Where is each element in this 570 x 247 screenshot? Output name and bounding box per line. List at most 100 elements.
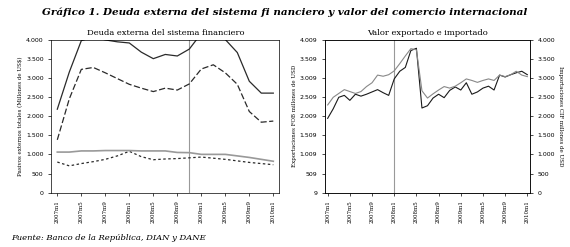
Largo plazo xyxy=(150,90,157,93)
Impo CIF xyxy=(463,77,470,80)
Expo FOB xyxy=(435,93,442,96)
Corto plazo xyxy=(126,150,133,153)
Impo CIF xyxy=(524,75,531,78)
Total xyxy=(102,39,109,41)
Line: Total: Total xyxy=(58,30,273,109)
Largo plazo xyxy=(66,97,73,100)
Largo plazo xyxy=(198,67,205,70)
Expo FOB xyxy=(474,90,481,93)
Impo CIF xyxy=(385,73,392,76)
Largo plazo xyxy=(246,110,253,113)
Y-axis label: Exportaciones FOB millones de USD: Exportaciones FOB millones de USD xyxy=(292,65,297,167)
Impo CIF xyxy=(335,92,342,95)
Expo FOB xyxy=(385,94,392,97)
Total xyxy=(198,32,205,35)
Crisis xyxy=(54,151,61,154)
Impo CIF xyxy=(441,85,447,88)
Total xyxy=(222,38,229,41)
Corto plazo xyxy=(66,165,73,167)
Impo CIF xyxy=(374,74,381,77)
Expo FOB xyxy=(496,74,503,77)
Impo CIF xyxy=(352,92,359,95)
Text: Gráfico 1. Deuda externa del sistema fi nanciero y valor del comercio internacio: Gráfico 1. Deuda externa del sistema fi … xyxy=(42,7,528,17)
Total xyxy=(174,55,181,58)
Expo FOB xyxy=(413,47,420,50)
Corto plazo xyxy=(186,156,193,159)
Total xyxy=(246,80,253,83)
Expo FOB xyxy=(347,99,353,102)
Impo CIF xyxy=(469,79,475,82)
Expo FOB xyxy=(363,93,370,96)
Expo FOB xyxy=(418,106,425,109)
Expo FOB xyxy=(352,93,359,96)
Total xyxy=(150,57,157,60)
Expo FOB xyxy=(469,93,475,96)
Impo CIF xyxy=(391,69,398,72)
Impo CIF xyxy=(341,88,348,91)
Expo FOB xyxy=(380,91,386,94)
Expo FOB xyxy=(485,85,492,88)
Expo FOB xyxy=(479,87,486,90)
Expo FOB xyxy=(324,117,331,120)
Line: Expo FOB: Expo FOB xyxy=(328,48,527,118)
Expo FOB xyxy=(457,88,464,91)
Impo CIF xyxy=(430,92,437,95)
Largo plazo xyxy=(258,121,264,124)
Impo CIF xyxy=(491,79,498,82)
Corto plazo xyxy=(174,157,181,160)
Total xyxy=(234,51,241,54)
Crisis xyxy=(198,153,205,156)
Impo CIF xyxy=(435,88,442,91)
Impo CIF xyxy=(485,77,492,80)
Corto plazo xyxy=(78,162,85,165)
Expo FOB xyxy=(391,77,398,80)
Impo CIF xyxy=(424,97,431,100)
Corto plazo xyxy=(198,156,205,159)
Impo CIF xyxy=(402,54,409,57)
Expo FOB xyxy=(396,70,403,73)
Total xyxy=(138,51,145,54)
Expo FOB xyxy=(341,94,348,97)
Impo CIF xyxy=(347,90,353,93)
Total xyxy=(114,40,121,43)
Corto plazo xyxy=(246,161,253,164)
Expo FOB xyxy=(502,76,508,79)
Impo CIF xyxy=(357,90,364,93)
Impo CIF xyxy=(380,75,386,78)
Corto plazo xyxy=(258,162,264,165)
Crisis xyxy=(78,149,85,152)
Y-axis label: Importaciones CIF millones de USD: Importaciones CIF millones de USD xyxy=(558,66,563,166)
Total xyxy=(258,92,264,95)
Expo FOB xyxy=(463,81,470,84)
Crisis xyxy=(174,151,181,154)
Title: Valor exportado e importado: Valor exportado e importado xyxy=(367,29,488,37)
Expo FOB xyxy=(491,88,498,91)
Total xyxy=(66,71,73,74)
Total xyxy=(162,53,169,56)
Impo CIF xyxy=(513,70,520,73)
Expo FOB xyxy=(374,88,381,91)
Impo CIF xyxy=(330,96,337,99)
Total xyxy=(210,29,217,32)
Impo CIF xyxy=(479,79,486,82)
Crisis xyxy=(162,149,169,152)
Expo FOB xyxy=(430,97,437,100)
Largo plazo xyxy=(222,71,229,74)
Corto plazo xyxy=(270,163,276,166)
Expo FOB xyxy=(357,95,364,98)
Corto plazo xyxy=(162,158,169,161)
Line: Crisis: Crisis xyxy=(58,150,273,161)
Largo plazo xyxy=(186,82,193,85)
Crisis xyxy=(246,156,253,159)
Expo FOB xyxy=(441,96,447,99)
Expo FOB xyxy=(330,107,337,110)
Y-axis label: Pasivos externos totales (Millones de US$): Pasivos externos totales (Millones de US… xyxy=(18,56,23,176)
Expo FOB xyxy=(452,85,459,88)
Largo plazo xyxy=(126,83,133,86)
Crisis xyxy=(102,149,109,152)
Crisis xyxy=(270,160,276,163)
Total xyxy=(126,41,133,44)
Largo plazo xyxy=(210,63,217,66)
Impo CIF xyxy=(408,47,414,50)
Corto plazo xyxy=(138,155,145,158)
